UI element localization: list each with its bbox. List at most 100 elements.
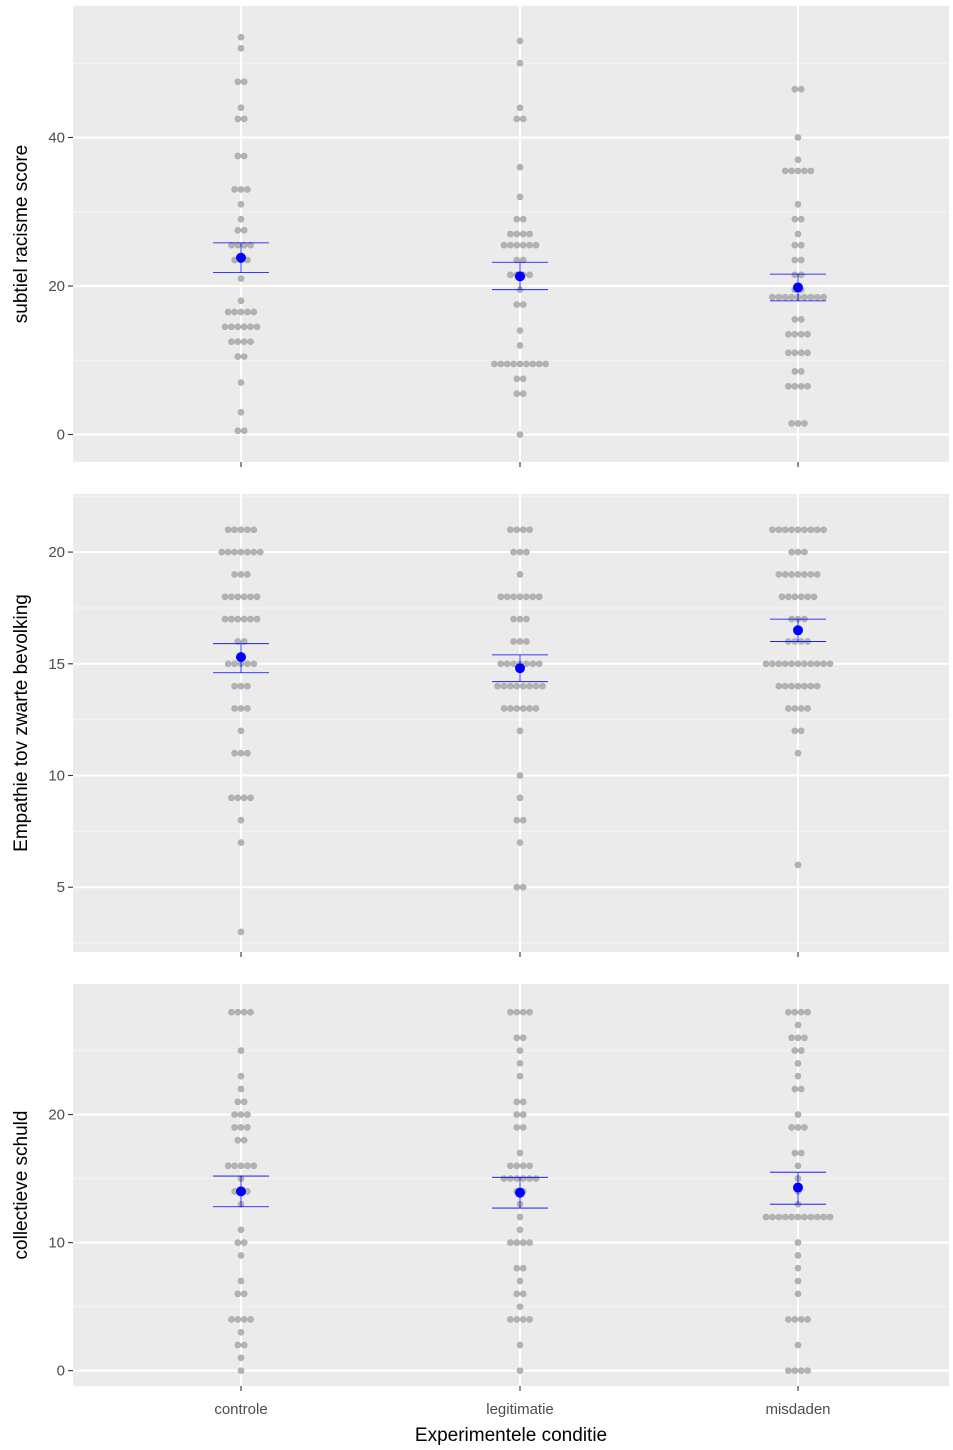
data-point: [797, 1316, 805, 1323]
data-point: [516, 593, 524, 601]
data-point: [519, 1239, 527, 1246]
data-point: [244, 526, 251, 534]
data-point: [794, 1162, 802, 1170]
data-point: [791, 271, 799, 279]
data-point: [788, 682, 795, 690]
data-point: [788, 548, 795, 556]
data-point: [519, 1264, 527, 1272]
data-point: [826, 660, 834, 668]
data-point: [516, 839, 524, 846]
data-point: [791, 1149, 799, 1157]
data-point: [507, 1175, 514, 1182]
data-point: [791, 1367, 799, 1374]
data-point: [513, 1290, 521, 1298]
data-point: [794, 1213, 802, 1221]
data-point: [234, 78, 242, 86]
data-point: [253, 323, 261, 331]
data-point: [513, 1098, 521, 1106]
mean-point: [793, 1182, 803, 1193]
data-point: [237, 548, 245, 556]
data-point: [237, 1111, 245, 1118]
panel-background: [73, 984, 949, 1386]
data-point: [244, 682, 251, 690]
data-point: [781, 660, 789, 668]
data-point: [526, 1162, 533, 1170]
data-point: [234, 615, 242, 623]
data-point: [807, 660, 815, 668]
data-point: [237, 571, 245, 578]
data-point: [523, 548, 530, 556]
data-point: [513, 816, 521, 824]
data-point: [794, 660, 802, 668]
y-axis-title: subtiel racisme score: [11, 145, 32, 323]
data-point: [231, 660, 238, 668]
data-point: [240, 1290, 248, 1298]
data-point: [247, 1316, 254, 1323]
data-point: [247, 241, 254, 249]
data-point: [516, 548, 524, 556]
data-point: [526, 230, 533, 238]
data-point: [769, 293, 776, 301]
x-tick-label-legitimatie: legitimatie: [486, 1401, 554, 1418]
data-point: [497, 360, 505, 368]
data-point: [804, 1008, 811, 1016]
data-point: [237, 727, 245, 735]
data-point: [532, 241, 540, 249]
x-axis-title: Experimentele conditie: [415, 1425, 607, 1446]
data-point: [513, 1175, 521, 1182]
data-point: [523, 615, 530, 623]
data-point: [240, 615, 248, 623]
data-point: [510, 638, 517, 645]
data-point: [228, 1008, 235, 1016]
data-point: [519, 1162, 527, 1170]
data-point: [813, 526, 821, 534]
data-point: [516, 104, 524, 112]
data-point: [218, 548, 226, 556]
data-point: [231, 548, 238, 556]
data-point: [244, 548, 251, 556]
data-point: [240, 323, 248, 331]
data-point: [247, 1008, 254, 1016]
data-point: [794, 1060, 802, 1067]
data-point: [237, 379, 245, 386]
data-point: [801, 571, 808, 578]
data-point: [250, 526, 258, 534]
data-point: [240, 427, 248, 435]
data-point: [519, 816, 527, 824]
data-point: [794, 134, 802, 141]
data-point: [244, 1162, 251, 1170]
y-tick-label: 10: [48, 768, 65, 785]
data-point: [513, 883, 521, 891]
data-point: [519, 1008, 527, 1016]
data-point: [801, 293, 808, 301]
data-point: [804, 349, 811, 357]
y-tick-label: 5: [57, 879, 65, 896]
data-point: [788, 420, 795, 427]
data-point: [519, 1111, 527, 1118]
data-point: [513, 1008, 521, 1016]
data-point: [516, 163, 524, 171]
data-point: [237, 275, 245, 282]
data-point: [507, 230, 514, 238]
data-point: [788, 526, 795, 534]
data-point: [234, 152, 242, 160]
data-point: [794, 1290, 802, 1298]
data-point: [797, 349, 805, 357]
data-point: [244, 1124, 251, 1131]
panel-empathie: 5 10 15 20 Empathie tov zwarte bevolking: [11, 494, 949, 957]
data-point: [526, 241, 533, 249]
data-point: [769, 1213, 776, 1221]
data-point: [810, 593, 818, 601]
data-point: [237, 297, 245, 305]
data-point: [516, 59, 524, 67]
data-point: [794, 420, 802, 427]
data-point: [513, 390, 521, 397]
data-point: [820, 293, 827, 301]
data-point: [785, 330, 792, 338]
y-tick-label: 40: [48, 129, 65, 146]
data-point: [791, 256, 799, 264]
data-point: [794, 1252, 802, 1259]
data-point: [253, 593, 261, 601]
data-point: [526, 1175, 533, 1182]
